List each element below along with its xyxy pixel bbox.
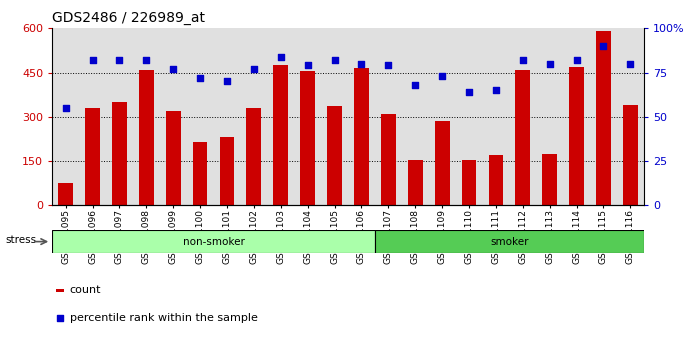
Bar (220, 137, 235, 205)
Bar (85, 108, 100, 205)
Point (87, 57, 98, 63)
Bar (623, 105, 638, 205)
Bar (166, 111, 180, 205)
Point (490, 87, 501, 93)
Point (114, 57, 125, 63)
Point (464, 89, 475, 95)
Point (329, 57, 340, 63)
Bar (435, 121, 450, 205)
Text: percentile rank within the sample: percentile rank within the sample (70, 313, 258, 324)
Bar (274, 65, 288, 205)
Bar (375, 230, 644, 253)
Bar (327, 107, 342, 205)
Bar (58, 183, 73, 205)
Bar (542, 154, 557, 205)
Point (383, 63, 394, 68)
Bar (300, 71, 315, 205)
Point (141, 57, 152, 63)
Point (60, 105, 71, 111)
Point (302, 63, 313, 68)
Point (517, 57, 528, 63)
Bar (56, 289, 64, 292)
Bar (139, 70, 154, 205)
Point (221, 79, 232, 84)
Point (410, 82, 421, 88)
Point (275, 54, 286, 59)
Bar (246, 108, 261, 205)
Point (598, 43, 609, 49)
Bar (596, 31, 611, 205)
Text: count: count (70, 285, 101, 296)
Point (625, 61, 636, 67)
Point (544, 61, 555, 67)
Text: stress: stress (6, 235, 36, 245)
Bar (354, 68, 369, 205)
Point (168, 66, 179, 72)
Point (248, 66, 260, 72)
Point (54, 316, 65, 321)
Bar (381, 114, 396, 205)
Bar (516, 70, 530, 205)
Bar (489, 155, 503, 205)
Text: GDS2486 / 226989_at: GDS2486 / 226989_at (52, 11, 205, 25)
Bar (112, 102, 127, 205)
Point (571, 57, 582, 63)
Point (436, 73, 448, 79)
Bar (193, 142, 207, 205)
Point (356, 61, 367, 67)
Point (194, 75, 205, 81)
Bar (408, 160, 422, 205)
Bar (461, 160, 476, 205)
Bar (569, 67, 584, 205)
Bar (52, 230, 375, 253)
Text: smoker: smoker (490, 236, 528, 247)
Text: non-smoker: non-smoker (182, 236, 244, 247)
